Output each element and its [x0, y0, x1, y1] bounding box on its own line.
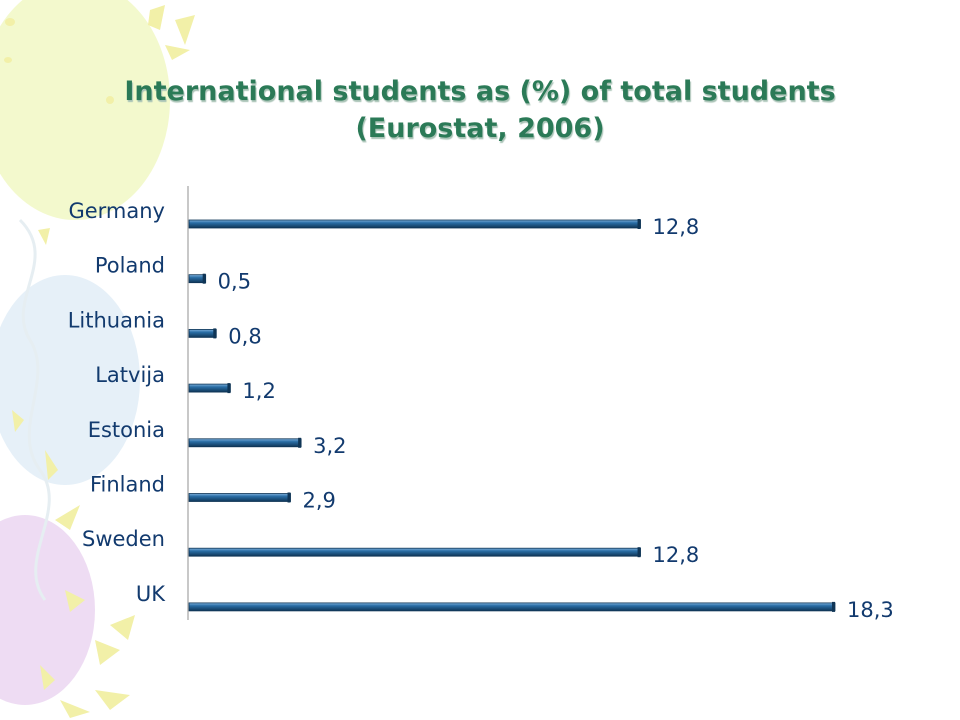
bar-lithuania — [188, 328, 217, 338]
bar-sweden — [188, 547, 641, 557]
bar-end-cap-germany — [637, 219, 641, 229]
value-label-finland: 2,9 — [303, 489, 336, 513]
value-labels-group: 12,8 0,5 0,8 1,2 3,2 2,9 12,8 18,3 — [218, 215, 894, 622]
value-label-lithuania: 0,8 — [228, 324, 261, 348]
bar-estonia — [188, 438, 302, 448]
bar-end-cap-sweden — [637, 547, 641, 558]
value-label-germany: 12,8 — [653, 215, 700, 239]
bar-end-cap-finland — [287, 492, 291, 503]
value-label-uk: 18,3 — [847, 598, 894, 622]
category-label-sweden: Sweden — [82, 527, 165, 551]
balloon-string — [18, 218, 51, 601]
category-label-lithuania: Lithuania — [68, 308, 165, 332]
category-labels-group: Germany Poland Lithuania Latvija Estonia Finl… — [68, 199, 166, 606]
category-label-poland: Poland — [95, 254, 165, 278]
bars-group — [188, 219, 836, 612]
confetti-dots — [4, 18, 114, 104]
balloon-purple — [0, 515, 95, 705]
balloon-blue — [0, 275, 140, 485]
bar-finland — [188, 493, 291, 502]
category-label-latvija: Latvija — [95, 363, 165, 387]
bar-end-cap-latvija — [227, 383, 231, 394]
value-label-sweden: 12,8 — [653, 543, 700, 567]
balloon-yellow — [0, 0, 170, 220]
bar-uk — [188, 602, 836, 612]
category-label-finland: Finland — [90, 473, 165, 497]
value-label-estonia: 3,2 — [313, 434, 346, 458]
value-label-poland: 0,5 — [218, 270, 251, 294]
bar-germany — [188, 219, 641, 229]
bar-end-cap-uk — [832, 601, 835, 612]
bar-latvija — [188, 383, 231, 393]
category-label-uk: UK — [136, 582, 166, 606]
category-label-estonia: Estonia — [88, 418, 165, 442]
chart-title-line-2: (Eurostat, 2006) — [355, 113, 605, 144]
bar-end-cap-poland — [202, 273, 206, 284]
value-label-latvija: 1,2 — [242, 379, 275, 403]
confetti-streaks — [12, 5, 195, 718]
bar-end-cap-lithuania — [213, 328, 217, 339]
category-label-germany: Germany — [68, 199, 165, 223]
bar-end-cap-estonia — [298, 437, 302, 448]
chart-title-line-1: International students as (%) of total s… — [124, 76, 836, 107]
